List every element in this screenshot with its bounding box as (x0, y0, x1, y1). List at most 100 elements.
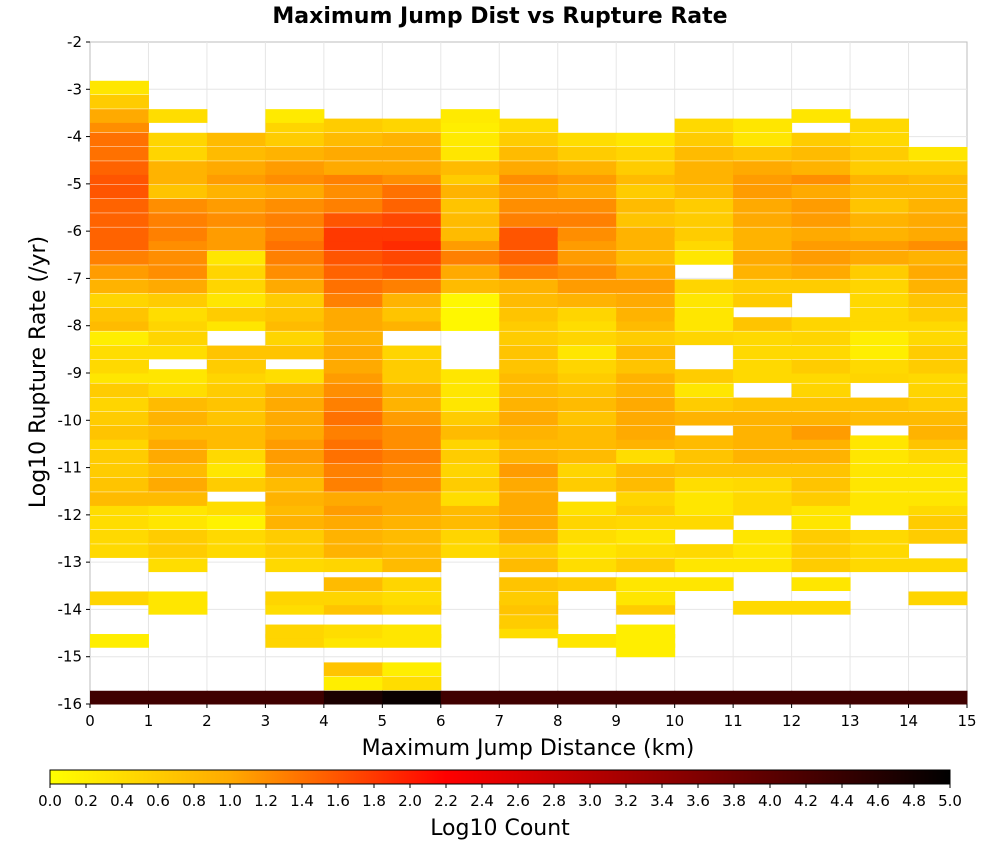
heatmap-cell (499, 331, 559, 346)
heatmap-cell (323, 161, 383, 175)
heatmap-cell (616, 577, 676, 592)
heatmap-cell (382, 492, 442, 506)
heatmap-cell (908, 251, 968, 265)
heatmap-cell (323, 449, 383, 464)
heatmap-cell (265, 109, 325, 123)
heatmap-cell (206, 690, 266, 705)
heatmap-cell (206, 515, 266, 530)
heatmap-cell (557, 146, 617, 161)
heatmap-cell (90, 463, 149, 478)
heatmap-cell (265, 515, 325, 530)
heatmap-cell (206, 359, 266, 374)
heatmap-cell (733, 118, 793, 133)
heatmap-cell (908, 265, 968, 279)
heatmap-cell (265, 198, 325, 213)
y-tick-label: -9 (67, 364, 82, 382)
y-tick-label: -6 (67, 222, 82, 240)
heatmap-cell (908, 345, 968, 360)
heatmap-cell (206, 463, 266, 478)
heatmap-cell (733, 227, 793, 242)
heatmap-cell (499, 279, 559, 294)
heatmap-cell (148, 449, 208, 464)
heatmap-cell (908, 477, 968, 492)
heatmap-cell (674, 477, 734, 492)
heatmap-cell (674, 515, 734, 530)
heatmap-cell (323, 624, 383, 639)
heatmap-cell (90, 132, 149, 147)
heatmap-cell (791, 544, 851, 558)
heatmap-cell (382, 690, 442, 705)
heatmap-cell (148, 132, 208, 147)
heatmap-cell (850, 435, 910, 450)
heatmap-cell (557, 544, 617, 558)
heatmap-cell (791, 213, 851, 227)
heatmap-cell (382, 227, 442, 242)
heatmap-cell (382, 577, 442, 592)
heatmap-cell (616, 690, 676, 705)
heatmap-cell (908, 515, 968, 530)
heatmap-cell (733, 359, 793, 374)
heatmap-cell (733, 317, 793, 331)
heatmap-cell (90, 383, 149, 398)
heatmap-cell (616, 624, 676, 639)
heatmap-cell (148, 307, 208, 322)
heatmap-cell (90, 397, 149, 412)
heatmap-cell (323, 690, 383, 705)
colorbar-tick-label: 2.8 (542, 792, 566, 810)
heatmap-cell (323, 118, 383, 133)
colorbar-ticks: 0.0 0.2 0.4 0.6 0.8 1.0 1.2 1.4 1.6 1.8 2.0 2.2 2.4 2… (38, 784, 962, 810)
heatmap-cell (908, 397, 968, 412)
colorbar-tick-label: 4.8 (902, 792, 926, 810)
heatmap-cell (382, 132, 442, 147)
heatmap-cell (733, 161, 793, 175)
x-tick-label: 12 (782, 712, 801, 730)
colorbar-tick-label: 2.2 (434, 792, 458, 810)
x-tick-label: 10 (665, 712, 684, 730)
heatmap-cell (674, 118, 734, 133)
heatmap-cell (733, 463, 793, 478)
heatmap-cell (733, 397, 793, 412)
heatmap-cell (557, 184, 617, 199)
heatmap-cell (850, 198, 910, 213)
heatmap-cell (616, 227, 676, 242)
heatmap-cell (733, 331, 793, 346)
heatmap-cell (850, 690, 910, 705)
heatmap-cell (90, 591, 149, 606)
heatmap-cell (148, 515, 208, 530)
heatmap-cell (90, 198, 149, 213)
heatmap-cell (90, 477, 149, 492)
heatmap-cell (90, 279, 149, 294)
heatmap-cell (733, 184, 793, 199)
heatmap-cell (616, 425, 676, 440)
heatmap-cell (90, 425, 149, 440)
heatmap-cell (908, 279, 968, 294)
heatmap-cell (499, 463, 559, 478)
heatmap-cell (265, 397, 325, 412)
heatmap-cell (90, 492, 149, 506)
heatmap-cell (850, 411, 910, 426)
heatmap-cell (557, 529, 617, 544)
heatmap-cell (674, 146, 734, 161)
heatmap-cell (557, 397, 617, 412)
heatmap-cell (90, 331, 149, 346)
heatmap-cell (323, 184, 383, 199)
heatmap-cell (908, 690, 968, 705)
heatmap-cell (733, 132, 793, 147)
x-axis-label: Maximum Jump Distance (km) (362, 736, 695, 761)
heatmap-cell (850, 544, 910, 558)
heatmap-cell (440, 383, 500, 398)
colorbar-tick-label: 3.2 (614, 792, 638, 810)
heatmap-cell (557, 293, 617, 308)
colorbar-tick-label: 5.0 (938, 792, 962, 810)
colorbar-tick-label: 3.4 (650, 792, 674, 810)
heatmap-cell (206, 411, 266, 426)
heatmap-cell (674, 463, 734, 478)
heatmap-cell (90, 307, 149, 322)
heatmap-cell (791, 251, 851, 265)
heatmap-cell (323, 492, 383, 506)
heatmap-cell (148, 411, 208, 426)
heatmap-cell (850, 477, 910, 492)
heatmap-cell (323, 577, 383, 592)
x-tick-label: 2 (202, 712, 212, 730)
heatmap-cell (908, 293, 968, 308)
